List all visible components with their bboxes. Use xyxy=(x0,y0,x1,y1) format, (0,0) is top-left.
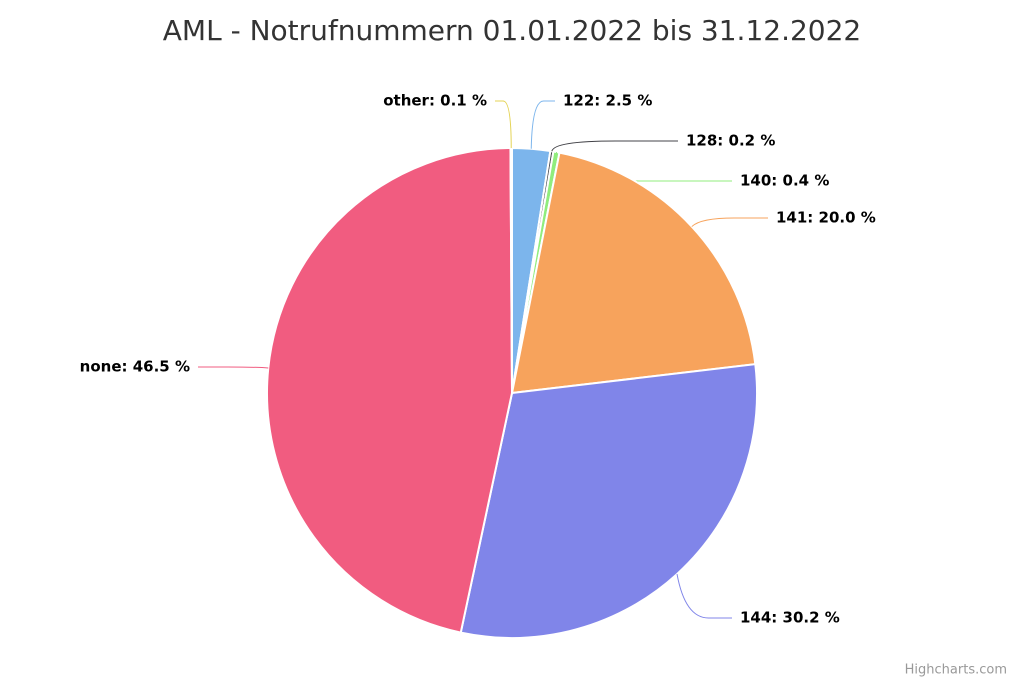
data-label: 122: 2.5 % xyxy=(563,92,652,110)
credits[interactable]: Highcharts.com xyxy=(905,663,1007,678)
pie-slice xyxy=(266,146,514,634)
connector xyxy=(551,140,678,152)
data-label: 128: 0.2 % xyxy=(686,132,775,150)
connector xyxy=(198,366,269,369)
connector xyxy=(495,100,512,149)
chart-title: AML - Notrufnummern 01.01.2022 bis 31.12… xyxy=(163,14,862,47)
data-label: 144: 30.2 % xyxy=(740,609,840,627)
pie-slice xyxy=(509,146,513,394)
connector xyxy=(530,100,555,149)
connector xyxy=(676,573,732,619)
data-label: 141: 20.0 % xyxy=(776,209,876,227)
data-label: other: 0.1 % xyxy=(383,92,487,110)
pie-slice xyxy=(510,151,757,395)
connector xyxy=(691,217,768,227)
data-label: none: 46.5 % xyxy=(80,358,190,376)
data-label: 140: 0.4 % xyxy=(740,172,829,190)
